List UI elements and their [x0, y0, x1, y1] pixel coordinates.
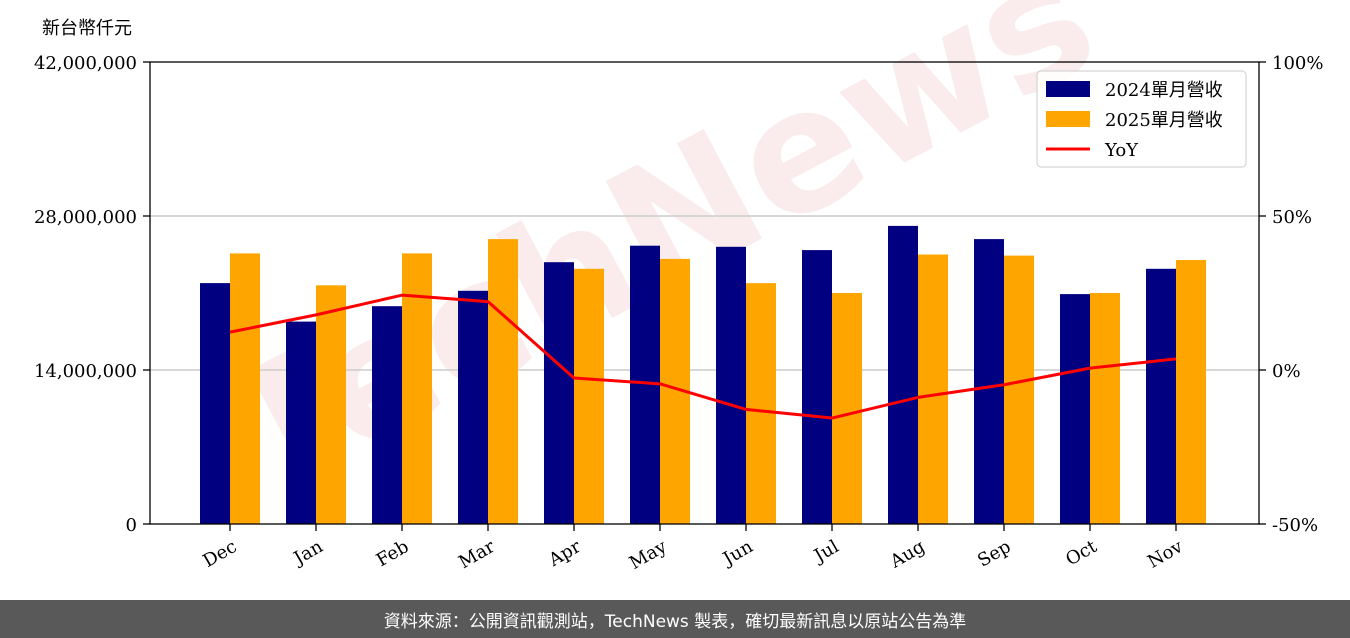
bar-2024-jan [286, 321, 316, 524]
yoy-line [229, 293, 1177, 420]
bar-2025-aug [918, 254, 948, 524]
bar-2024-sep [974, 239, 1004, 524]
legend-swatch [1046, 111, 1090, 127]
bar-2025-jul [832, 293, 862, 524]
right-axis: -50% 0% 50% 100% [1259, 53, 1323, 536]
bar-2025-oct [1090, 293, 1120, 524]
bar-2024-aug [888, 225, 918, 524]
left-axis: 0 14,000,000 28,000,000 42,000,000 [34, 53, 150, 536]
bar-2024-feb [372, 306, 402, 524]
legend-label: 2025單月營收 [1105, 110, 1223, 131]
left-tick-label: 14,000,000 [34, 361, 137, 382]
bar-2024-nov [1146, 268, 1176, 524]
x-tick-label-sep: Sep [974, 536, 1014, 571]
bar-2024-mar [458, 290, 488, 524]
bar-2025-sep [1004, 255, 1034, 524]
x-tick-label-mar: Mar [455, 536, 499, 573]
footer-source-note: 資料來源：公開資訊觀測站，TechNews 製表，確切最新訊息以原站公告為準 [0, 600, 1350, 638]
x-tick-label-feb: Feb [373, 536, 413, 571]
bar-2025-apr [574, 268, 604, 524]
bar-2024-oct [1060, 294, 1090, 524]
x-tick-label-apr: Apr [544, 536, 584, 571]
x-tick-label-dec: Dec [200, 536, 241, 572]
x-tick-label-nov: Nov [1144, 536, 1187, 573]
unit-label: 新台幣仟元 [42, 18, 132, 39]
left-tick-label: 42,000,000 [34, 53, 137, 74]
bar-2024-jun [716, 246, 746, 525]
right-tick-label: -50% [1272, 515, 1318, 536]
left-tick-label: 28,000,000 [34, 207, 137, 228]
bar-2025-nov [1176, 260, 1206, 524]
bars [200, 225, 1206, 525]
right-tick-label: 100% [1272, 53, 1323, 74]
bar-2025-feb [402, 253, 432, 524]
x-tick-label-oct: Oct [1062, 536, 1101, 571]
bar-2024-dec [200, 283, 230, 524]
x-tick-label-jan: Jan [289, 536, 327, 570]
x-tick-label-jul: Jul [809, 536, 843, 568]
bar-2025-mar [488, 239, 518, 524]
yoy-line-layer [229, 293, 1177, 420]
x-tick-label-may: May [626, 536, 671, 574]
bar-2024-apr [544, 262, 574, 524]
right-tick-label: 0% [1272, 361, 1301, 382]
legend-label: YoY [1104, 140, 1139, 161]
bar-2025-jan [316, 285, 346, 524]
bar-2024-jul [802, 250, 832, 524]
x-axis: Dec Jan Feb Mar Apr May Jun Jul Aug Sep Oct Nov [200, 524, 1187, 574]
bar-2025-jun [746, 283, 776, 524]
right-tick-label: 50% [1272, 207, 1312, 228]
x-tick-label-jun: Jun [718, 536, 757, 571]
revenue-chart: TechNews 014,000,00028,000,00042,000,000… [34, 0, 1324, 574]
legend: 2024單月營收 2025單月營收 YoY [1036, 70, 1247, 168]
bar-2025-dec [230, 253, 260, 524]
plot-frame [149, 61, 1260, 525]
legend-label: 2024單月營收 [1105, 80, 1223, 101]
legend-swatch [1046, 81, 1090, 97]
left-tick-label: 0 [126, 515, 137, 536]
x-tick-label-aug: Aug [886, 536, 929, 573]
